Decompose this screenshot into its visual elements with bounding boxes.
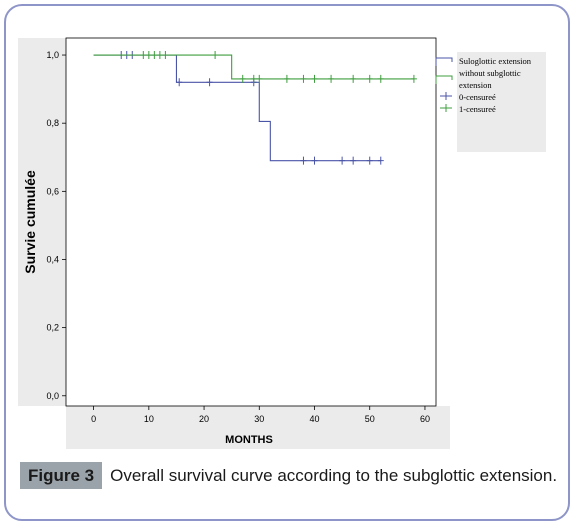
x-tick-label: 30 [254, 414, 264, 424]
censor-mark [311, 156, 318, 165]
x-tick-label: 40 [309, 414, 319, 424]
legend-label: 0-censureé [459, 92, 496, 102]
y-tick-label: 0,4 [46, 254, 59, 264]
censor-mark [162, 51, 169, 60]
y-tick-label: 0,2 [46, 323, 59, 333]
censor-mark [300, 156, 307, 165]
legend-swatch-blue-plus [440, 92, 452, 100]
x-axis-title: MONTHS [225, 434, 273, 446]
legend-swatch-green-plus [440, 104, 452, 112]
x-tick-label: 60 [420, 414, 430, 424]
censor-mark [176, 78, 183, 87]
censor-mark [410, 74, 417, 83]
legend-swatch-blue-step [435, 57, 453, 66]
censor-mark [311, 74, 318, 83]
legend-label: Suloglottic extension [459, 56, 532, 66]
legend-swatch-green-step [435, 75, 453, 84]
censor-mark [156, 51, 163, 60]
figure-caption: Figure 3 Overall survival curve according… [20, 462, 560, 489]
x-axis-panel [66, 406, 450, 449]
censor-mark [366, 156, 373, 165]
y-tick-label: 0,8 [46, 118, 59, 128]
censor-mark [283, 74, 290, 83]
censor-mark [250, 74, 257, 83]
legend-label: 1-censureé [459, 104, 496, 114]
x-tick-label: 20 [199, 414, 209, 424]
censor-mark [350, 156, 357, 165]
caption-text: Overall survival curve according to the … [110, 466, 558, 485]
x-tick-label: 50 [365, 414, 375, 424]
censor-mark [140, 51, 147, 60]
censor-mark [239, 74, 246, 83]
y-tick-label: 0,6 [46, 186, 59, 196]
x-tick-label: 0 [91, 414, 96, 424]
censor-mark [350, 74, 357, 83]
censor-mark [328, 74, 335, 83]
figure-label: Figure 3 [20, 462, 103, 489]
censor-mark [377, 74, 384, 83]
x-tick-label: 10 [144, 414, 154, 424]
censor-mark [145, 51, 152, 60]
censor-mark [377, 156, 384, 165]
censor-mark [151, 51, 158, 60]
plot-area [65, 37, 437, 407]
y-axis-title: Survie cumulée [22, 170, 38, 274]
censor-mark [206, 78, 213, 87]
legend-panel [457, 52, 546, 152]
censor-mark [300, 74, 307, 83]
y-axis-panel [18, 38, 66, 406]
censor-mark [212, 51, 219, 60]
y-tick-label: 1,0 [46, 50, 59, 60]
y-tick-label: 0,0 [46, 391, 59, 401]
censor-mark [256, 74, 263, 83]
series-0-line [93, 54, 381, 162]
censor-mark [366, 74, 373, 83]
censor-mark [339, 156, 346, 165]
legend-label: without subglottic extension [459, 68, 521, 90]
